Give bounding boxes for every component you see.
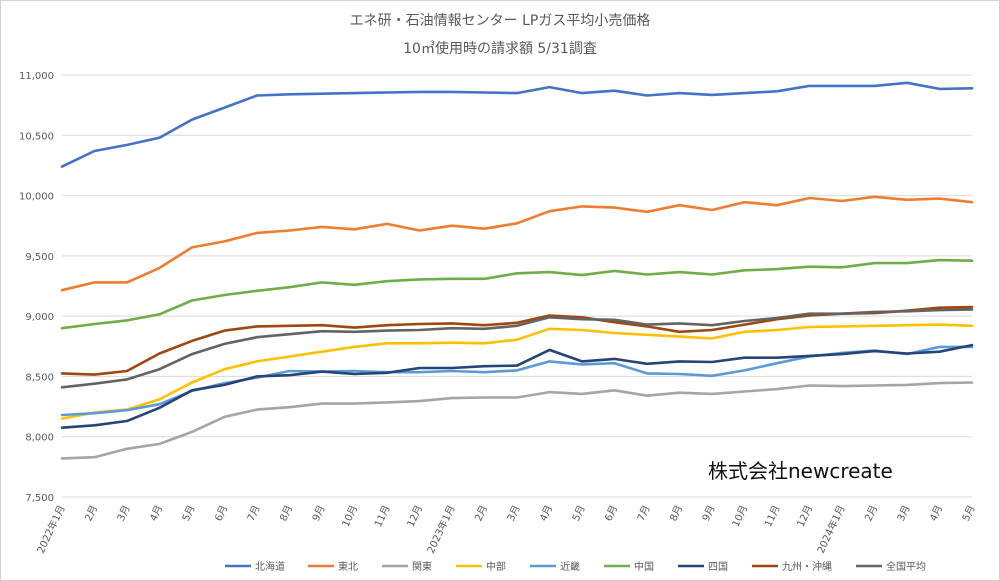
- x-tick-label: 3月: [115, 503, 133, 523]
- y-tick-label: 8,500: [25, 372, 54, 383]
- x-tick-label: 8月: [277, 503, 295, 523]
- x-tick-label: 4月: [147, 503, 165, 523]
- legend-label: 全国平均: [886, 560, 926, 573]
- x-tick-label: 11月: [762, 503, 782, 529]
- legend-label: 関東: [412, 560, 432, 573]
- x-tick-label: 2月: [862, 503, 880, 523]
- x-tick-label: 5月: [960, 503, 978, 523]
- legend-label: 北海道: [255, 560, 285, 573]
- x-tick-label: 4月: [537, 503, 555, 523]
- watermark-text: 株式会社newcreate: [708, 459, 893, 483]
- x-tick-label: 8月: [667, 503, 685, 523]
- x-tick-label: 10月: [340, 503, 360, 529]
- x-tick-label: 9月: [310, 503, 328, 523]
- y-tick-label: 8,000: [25, 433, 54, 444]
- x-tick-label: 3月: [505, 503, 523, 523]
- series-line: [60, 343, 974, 430]
- x-tick-label: 2022年1月: [34, 503, 68, 555]
- legend-label: 近畿: [560, 560, 580, 573]
- x-tick-label: 12月: [795, 503, 815, 529]
- legend-label: 東北: [338, 560, 358, 573]
- y-tick-label: 9,500: [25, 252, 54, 263]
- x-tick-label: 5月: [570, 503, 588, 523]
- legend-label: 中国: [634, 560, 654, 573]
- series-line: [60, 195, 974, 292]
- x-tick-label: 9月: [700, 503, 718, 523]
- y-tick-label: 9,000: [25, 312, 54, 323]
- y-tick-label: 7,500: [25, 493, 54, 504]
- x-tick-label: 5月: [180, 503, 198, 523]
- x-tick-label: 11月: [372, 503, 392, 529]
- series-line: [60, 381, 974, 460]
- series-line: [60, 81, 974, 168]
- x-tick-label: 6月: [602, 503, 620, 523]
- x-tick-label: 7月: [635, 503, 653, 523]
- x-tick-label: 3月: [895, 503, 913, 523]
- chart-title: エネ研・石油情報センター LPガス平均小売価格: [349, 13, 651, 29]
- x-tick-label: 12月: [405, 503, 425, 529]
- series-line: [60, 323, 974, 420]
- x-tick-label: 2月: [82, 503, 100, 523]
- series-line: [60, 308, 974, 389]
- legend-label: 中部: [486, 560, 506, 573]
- x-tick-label: 7月: [245, 503, 263, 523]
- y-tick-label: 10,500: [19, 131, 54, 142]
- x-tick-label: 10月: [730, 503, 750, 529]
- y-tick-label: 11,000: [19, 71, 54, 82]
- x-tick-label: 6月: [212, 503, 230, 523]
- x-tick-label: 2023年1月: [424, 503, 458, 555]
- chart-subtitle: 10㎥使用時の請求額 5/31調査: [403, 41, 597, 57]
- legend-label: 九州・沖縄: [782, 560, 832, 573]
- x-tick-label: 2024年1月: [814, 503, 848, 555]
- series-line: [60, 258, 974, 330]
- y-tick-label: 10,000: [19, 192, 54, 203]
- x-tick-label: 2月: [472, 503, 490, 523]
- legend-label: 四国: [708, 561, 728, 573]
- x-tick-label: 4月: [927, 503, 945, 523]
